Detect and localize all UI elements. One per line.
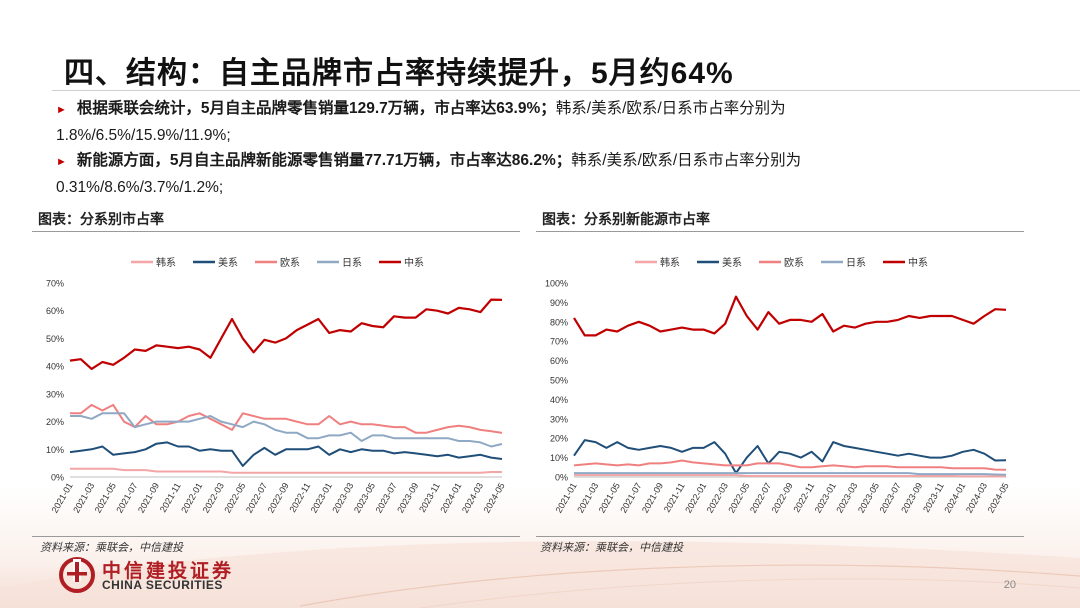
title-divider [52, 90, 1080, 91]
series-line-美系 [69, 441, 503, 467]
decorative-swoosh [0, 541, 1080, 608]
legend-label: 韩系 [156, 256, 176, 269]
bullet-item: ► 新能源方面，5月自主品牌新能源零售销量77.71万辆，市占率达86.2%；韩系… [56, 148, 1056, 175]
x-tick-label: 2024-05 [482, 481, 507, 515]
y-tick-label: 20% [550, 434, 568, 444]
bullet-bold-text: 新能源方面，5月自主品牌新能源零售销量77.71万辆，市占率达86.2%； [76, 152, 572, 169]
logo-chinese-name: 中信建投证券 [102, 560, 235, 582]
y-tick-label: 100% [545, 279, 568, 289]
series-line-中系 [573, 295, 1007, 337]
legend-label: 中系 [404, 256, 424, 269]
y-tick-label: 70% [46, 279, 64, 289]
series-line-美系 [573, 439, 1007, 475]
legend-label: 中系 [908, 256, 928, 269]
series-line-韩系 [574, 474, 1006, 478]
series-line-欧系 [70, 403, 503, 434]
left-chart-bottom-rule [32, 536, 520, 537]
bullet-text: 韩系/美系/欧系/日系市占率分别为 [555, 100, 786, 117]
slide-title: 四、结构：自主品牌市占率持续提升，5月约64% [64, 57, 734, 90]
left-market-share-chart: 韩系 美系 欧系 日系 中系0%10%20%30%40%50%60%70%2021-01… [46, 256, 507, 515]
right-chart-title-rule [536, 231, 1024, 232]
bullet-list: ► 根据乘联会统计，5月自主品牌零售销量129.7万辆，市占率达63.9%；韩系/… [56, 96, 1056, 200]
legend-label: 欧系 [784, 257, 804, 269]
legend-label: 欧系 [280, 257, 300, 269]
y-tick-label: 60% [46, 306, 64, 316]
y-tick-label: 50% [46, 334, 64, 344]
series-line-日系 [574, 472, 1007, 476]
legend-label: 日系 [342, 257, 362, 269]
page-number: 20 [1003, 579, 1016, 591]
right-chart-title: 图表：分系别新能源市占率 [542, 212, 710, 228]
y-tick-label: 40% [46, 362, 64, 372]
right-chart-source: 资料来源：乘联会，中信建投 [540, 542, 683, 554]
left-chart-title: 图表：分系别市占率 [38, 212, 164, 228]
y-tick-label: 10% [46, 445, 64, 455]
chart-legend: 韩系 美系 欧系 日系 中系 [131, 256, 424, 269]
bullet-text: 韩系/美系/欧系/日系市占率分别为 [571, 152, 802, 169]
series-line-欧系 [573, 459, 1007, 471]
y-tick-label: 90% [550, 298, 568, 308]
logo-english-name: CHINA SECURITIES [102, 578, 223, 592]
chart-legend: 韩系 美系 欧系 日系 中系 [635, 256, 928, 269]
legend-label: 美系 [722, 256, 742, 269]
left-chart-title-rule [32, 231, 520, 232]
left-chart-source: 资料来源：乘联会，中信建投 [40, 542, 183, 554]
y-tick-label: 80% [550, 317, 568, 327]
bullet-bold-text: 根据乘联会统计，5月自主品牌零售销量129.7万辆，市占率达63.9%； [76, 100, 556, 117]
y-tick-label: 50% [550, 376, 568, 386]
y-tick-label: 40% [550, 395, 568, 405]
right-nev-market-share-chart: 韩系 美系 欧系 日系 中系 0% 10% 20% 30% 40% 50% 60% 70% 80% 90% 1… [545, 256, 1011, 515]
legend-label: 日系 [846, 257, 866, 269]
bullet-text-continued: 1.8%/6.5%/15.9%/11.9%; [56, 127, 231, 144]
y-tick-label: 30% [46, 389, 64, 399]
series-line-韩系 [70, 467, 502, 474]
right-chart-bottom-rule [536, 536, 1024, 537]
bullet-text-continued: 0.31%/8.6%/3.7%/1.2%; [56, 179, 224, 196]
arrow-bullet-icon: ► [56, 104, 67, 116]
legend-label: 韩系 [660, 256, 680, 269]
x-tick-label: 2024-05 [986, 481, 1011, 515]
y-tick-label: 30% [550, 414, 568, 424]
bullet-item: ► 根据乘联会统计，5月自主品牌零售销量129.7万辆，市占率达63.9%；韩系/… [56, 96, 1056, 123]
y-tick-label: 10% [550, 453, 568, 463]
y-tick-label: 20% [46, 417, 64, 427]
legend-label: 美系 [218, 256, 238, 269]
y-tick-label: 0% [51, 473, 64, 483]
citic-logo-icon [59, 557, 95, 593]
y-tick-label: 60% [550, 356, 568, 366]
company-logo: 中信建投证券 CHINA SECURITIES [58, 556, 238, 596]
y-tick-label: 70% [550, 337, 568, 347]
series-line-日系 [70, 412, 503, 448]
series-line-中系 [69, 298, 503, 370]
arrow-bullet-icon: ► [56, 156, 67, 168]
y-tick-label: 0% [555, 473, 568, 483]
